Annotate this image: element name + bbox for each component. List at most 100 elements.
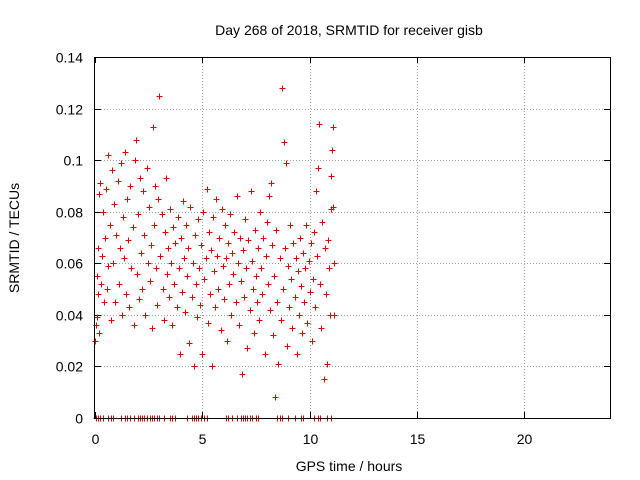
data-point [147, 278, 154, 285]
data-point [184, 273, 191, 280]
data-point [111, 201, 118, 208]
data-point [289, 325, 296, 332]
data-point [275, 361, 282, 368]
data-point [211, 268, 218, 275]
data-point [316, 121, 323, 128]
data-point [151, 222, 158, 229]
data-point [205, 320, 212, 327]
y-tick-labels: 0 0.02 0.04 0.06 0.08 0.1 0.12 0.14 [56, 50, 83, 427]
data-point [272, 394, 279, 401]
data-point [123, 291, 130, 298]
data-point [139, 286, 146, 293]
data-point [166, 294, 173, 301]
data-point [226, 281, 233, 288]
data-point [315, 165, 322, 172]
data-point [244, 345, 251, 352]
data-point [195, 216, 202, 223]
data-point [282, 245, 289, 252]
data-point [295, 268, 302, 275]
data-point [297, 235, 304, 242]
data-point [216, 235, 223, 242]
data-point [323, 291, 330, 298]
data-point [181, 255, 188, 262]
data-point [196, 265, 203, 272]
data-point [328, 173, 335, 180]
data-point [236, 322, 243, 329]
data-point [119, 312, 126, 319]
x-tick-label: 5 [199, 431, 207, 447]
data-point [239, 371, 246, 378]
data-point [299, 330, 306, 337]
y-tick-label: 0.12 [56, 102, 83, 118]
data-point [259, 291, 266, 298]
data-point [301, 299, 308, 306]
data-point [165, 245, 172, 252]
data-point [168, 260, 175, 267]
data-point [186, 340, 193, 347]
y-tick-label: 0.06 [56, 256, 83, 272]
data-point [179, 289, 186, 296]
data-point [240, 247, 247, 254]
data-point [312, 304, 319, 311]
data-point [243, 265, 250, 272]
data-point [252, 227, 259, 234]
data-point [157, 253, 164, 260]
data-point [134, 271, 141, 278]
data-point [325, 237, 332, 244]
data-point [120, 214, 127, 221]
data-point [100, 209, 107, 216]
data-point [210, 214, 217, 221]
data-point [284, 343, 291, 350]
data-point [92, 338, 99, 345]
data-point [164, 271, 171, 278]
data-point [115, 178, 122, 185]
data-point [162, 229, 169, 236]
axis-ticks [95, 57, 610, 419]
data-point [130, 224, 137, 231]
y-tick-label: 0.02 [56, 359, 83, 375]
data-point [330, 124, 337, 131]
data-point [317, 281, 324, 288]
data-point [201, 276, 208, 283]
data-point [98, 281, 105, 288]
data-point [322, 245, 329, 252]
data-point [197, 302, 204, 309]
data-point [96, 191, 103, 198]
y-tick-label: 0.04 [56, 308, 83, 324]
data-point [290, 240, 297, 247]
data-point [293, 255, 300, 262]
data-point [330, 204, 337, 211]
data-point [255, 245, 262, 252]
data-point [218, 327, 225, 334]
data-point [141, 232, 148, 239]
data-point [200, 209, 207, 216]
data-point [224, 338, 231, 345]
data-points [92, 85, 338, 422]
data-point [219, 206, 226, 213]
data-point [122, 149, 129, 156]
x-tick-labels: 0 5 10 15 20 [92, 431, 533, 447]
data-point [204, 186, 211, 193]
x-tick-label: 0 [92, 431, 100, 447]
data-point [279, 85, 286, 92]
data-point [153, 265, 160, 272]
data-point [231, 229, 238, 236]
chart-title: Day 268 of 2018, SRMTID for receiver gis… [215, 22, 483, 38]
x-tick-label: 15 [410, 431, 426, 447]
data-point [212, 304, 219, 311]
data-point [198, 242, 205, 249]
data-point [285, 263, 292, 270]
data-point [303, 222, 310, 229]
data-point [242, 216, 249, 223]
data-point [296, 312, 303, 319]
data-point [318, 325, 325, 332]
data-point [131, 322, 138, 329]
data-point [267, 307, 274, 314]
data-point [105, 152, 112, 159]
data-point [175, 214, 182, 221]
data-point [238, 278, 245, 285]
data-point [314, 253, 321, 260]
data-point [146, 204, 153, 211]
data-point [249, 258, 256, 265]
data-point [103, 186, 110, 193]
